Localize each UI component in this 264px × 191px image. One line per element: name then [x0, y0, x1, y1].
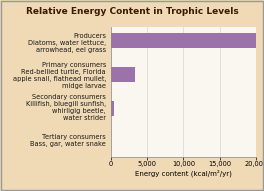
- X-axis label: Energy content (kcal/m²/yr): Energy content (kcal/m²/yr): [135, 170, 232, 177]
- Bar: [111, 33, 262, 48]
- Text: Primary consumers
Red-bellied turtle, Florida
apple snail, flathead mullet,
midg: Primary consumers Red-bellied turtle, Fl…: [13, 62, 106, 89]
- Text: Producers
Diatoms, water lettuce,
arrowhead, eel grass: Producers Diatoms, water lettuce, arrowh…: [28, 33, 106, 53]
- Bar: [111, 101, 114, 117]
- Text: Relative Energy Content in Trophic Levels: Relative Energy Content in Trophic Level…: [26, 7, 238, 16]
- Text: Secondary consumers
Killifish, bluegill sunfish,
whirligig beetle,
water strider: Secondary consumers Killifish, bluegill …: [26, 94, 106, 121]
- Bar: [111, 67, 135, 82]
- Text: Tertiary consumers
Bass, gar, water snake: Tertiary consumers Bass, gar, water snak…: [30, 134, 106, 147]
